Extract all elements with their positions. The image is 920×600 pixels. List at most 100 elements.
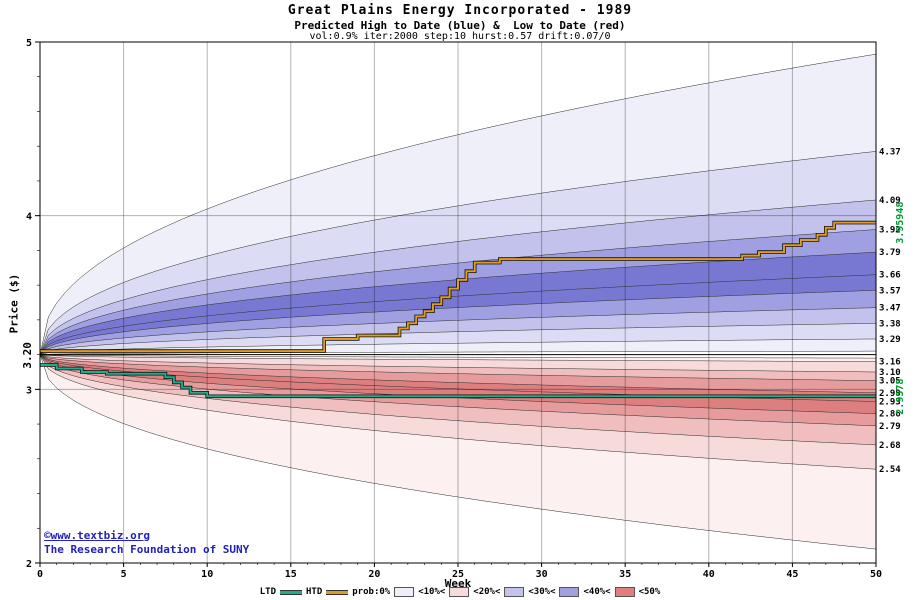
htd-line-swatch (326, 589, 349, 595)
x-tick-label: 25 (452, 569, 464, 580)
legend-band-label-40: <40%< (583, 587, 611, 597)
y-axis-title: Price ($) (7, 273, 21, 334)
high-fan-contour-line (39, 199, 877, 355)
high-fan-contour-line (39, 350, 876, 355)
high-fan-band (40, 323, 876, 355)
high-fan-contour-line (39, 323, 877, 355)
ltd-line (40, 364, 876, 398)
htd-line (40, 221, 876, 353)
low-fan-band (40, 354, 876, 426)
x-tick-label: 10 (201, 569, 213, 580)
high-fan-band (40, 290, 876, 355)
right-axis-label: 3.38 (879, 319, 901, 329)
y-tick-label: 2 (26, 559, 32, 570)
low-fan-contour-line (39, 354, 877, 373)
right-axis-label: 4.37 (879, 147, 901, 157)
high-fan-band (40, 200, 876, 355)
chart-title: Great Plains Energy Incorporated - 1989 (287, 3, 633, 18)
high-fan-contour-line (39, 290, 877, 355)
prob-band-swatch-20 (449, 587, 470, 597)
x-tick-label: 50 (870, 569, 882, 580)
high-fan-band (40, 54, 876, 355)
right-axis-label: 3.57 (879, 286, 901, 296)
right-axis-label: 3.92 (879, 226, 901, 236)
right-axis-label: 4.09 (879, 196, 901, 206)
chart-subtitle: Predicted High to Date (blue) & Low to D… (294, 19, 626, 32)
chart-parameters: vol:0.9% iter:2000 step:10 hurst:0.57 dr… (309, 31, 611, 42)
x-tick-label: 30 (536, 569, 548, 580)
legend-band-label-10: <10%< (418, 587, 446, 597)
x-tick-label: 15 (285, 569, 297, 580)
high-fan-band (40, 252, 876, 355)
right-axis-label: 2.98 (879, 389, 901, 399)
right-axis-label: 2.54 (879, 465, 901, 475)
right-axis-label: 3.16 (879, 358, 901, 368)
low-fan-band (40, 354, 876, 445)
low-fan-band (40, 354, 876, 372)
high-fan-band (40, 274, 876, 355)
low-fan-contour-line (39, 354, 876, 362)
y-tick-label: 4 (26, 212, 32, 223)
low-fan-contour-line (39, 354, 877, 381)
high-fan-contour-line (39, 53, 877, 355)
watermark-url[interactable]: ©www.textbiz.org (44, 529, 150, 542)
prob-band-swatch-40 (559, 587, 580, 597)
x-tick-label: 0 (37, 569, 43, 580)
high-fan-contour-line (39, 338, 876, 355)
prob-band-swatch-30 (504, 587, 525, 597)
low-fan-band (40, 354, 876, 550)
legend-band-label-30: <30%< (528, 587, 556, 597)
legend-prob-label: prob:0% (352, 587, 391, 597)
high-fan-contour-line (39, 307, 877, 355)
chart-legend: LTD HTD prob:0% <10%< <20%< <30%< <40%< … (0, 587, 920, 597)
legend-htd-label: HTD (306, 587, 323, 597)
low-fan-band (40, 354, 876, 470)
x-tick-label: 45 (786, 569, 798, 580)
watermark-org: The Research Foundation of SUNY (44, 543, 250, 556)
low-fan-contour-line (39, 354, 877, 470)
x-tick-label: 20 (368, 569, 380, 580)
prob-band-swatch-10 (394, 587, 415, 597)
ltd-line-swatch (280, 589, 302, 595)
low-fan-contour-line (39, 354, 876, 359)
x-axis-title: Week (444, 577, 472, 590)
high-fan-band (40, 151, 876, 355)
legend-ltd-label: LTD (259, 587, 276, 597)
ltd-final-value-label: 2.9578 (895, 379, 906, 415)
low-fan-band (40, 354, 876, 402)
low-fan-contour-line (39, 354, 877, 394)
x-tick-label: 35 (619, 569, 631, 580)
right-axis-label: 3.47 (879, 304, 901, 314)
right-axis-label: 2.79 (879, 422, 901, 432)
start-price-label: 3.20 (21, 342, 34, 369)
low-fan-band (40, 354, 876, 414)
right-axis-label: 2.93 (879, 397, 901, 407)
high-fan-contour-line (39, 151, 877, 355)
legend-band-label-20: <20%< (473, 587, 501, 597)
low-fan-contour-line (39, 354, 877, 427)
low-fan-contour-line (39, 354, 877, 446)
right-axis-label: 2.68 (879, 441, 901, 451)
x-tick-label: 40 (703, 569, 715, 580)
right-axis-label: 2.86 (879, 410, 901, 420)
high-fan-contour-line (39, 274, 877, 355)
high-fan-contour-line (39, 229, 877, 355)
legend-band-label-50: <50% (638, 587, 661, 597)
right-axis-label: 3.05 (879, 377, 901, 387)
high-fan-band (40, 307, 876, 355)
low-fan-band (40, 354, 876, 381)
x-tick-label: 5 (121, 569, 127, 580)
plot-border (39, 41, 877, 564)
y-tick-label: 5 (26, 38, 32, 49)
y-tick-label: 3 (26, 385, 32, 396)
htd-final-value-label: 3.95948 (895, 202, 906, 244)
right-axis-label: 3.66 (879, 271, 901, 281)
right-axis-label: 3.10 (879, 368, 901, 378)
right-axis-label: 3.29 (879, 335, 901, 345)
prob-band-swatch-50 (614, 587, 635, 597)
low-fan-band (40, 354, 876, 362)
low-fan-contour-line (39, 354, 877, 550)
right-axis-label: 3.79 (879, 248, 901, 258)
